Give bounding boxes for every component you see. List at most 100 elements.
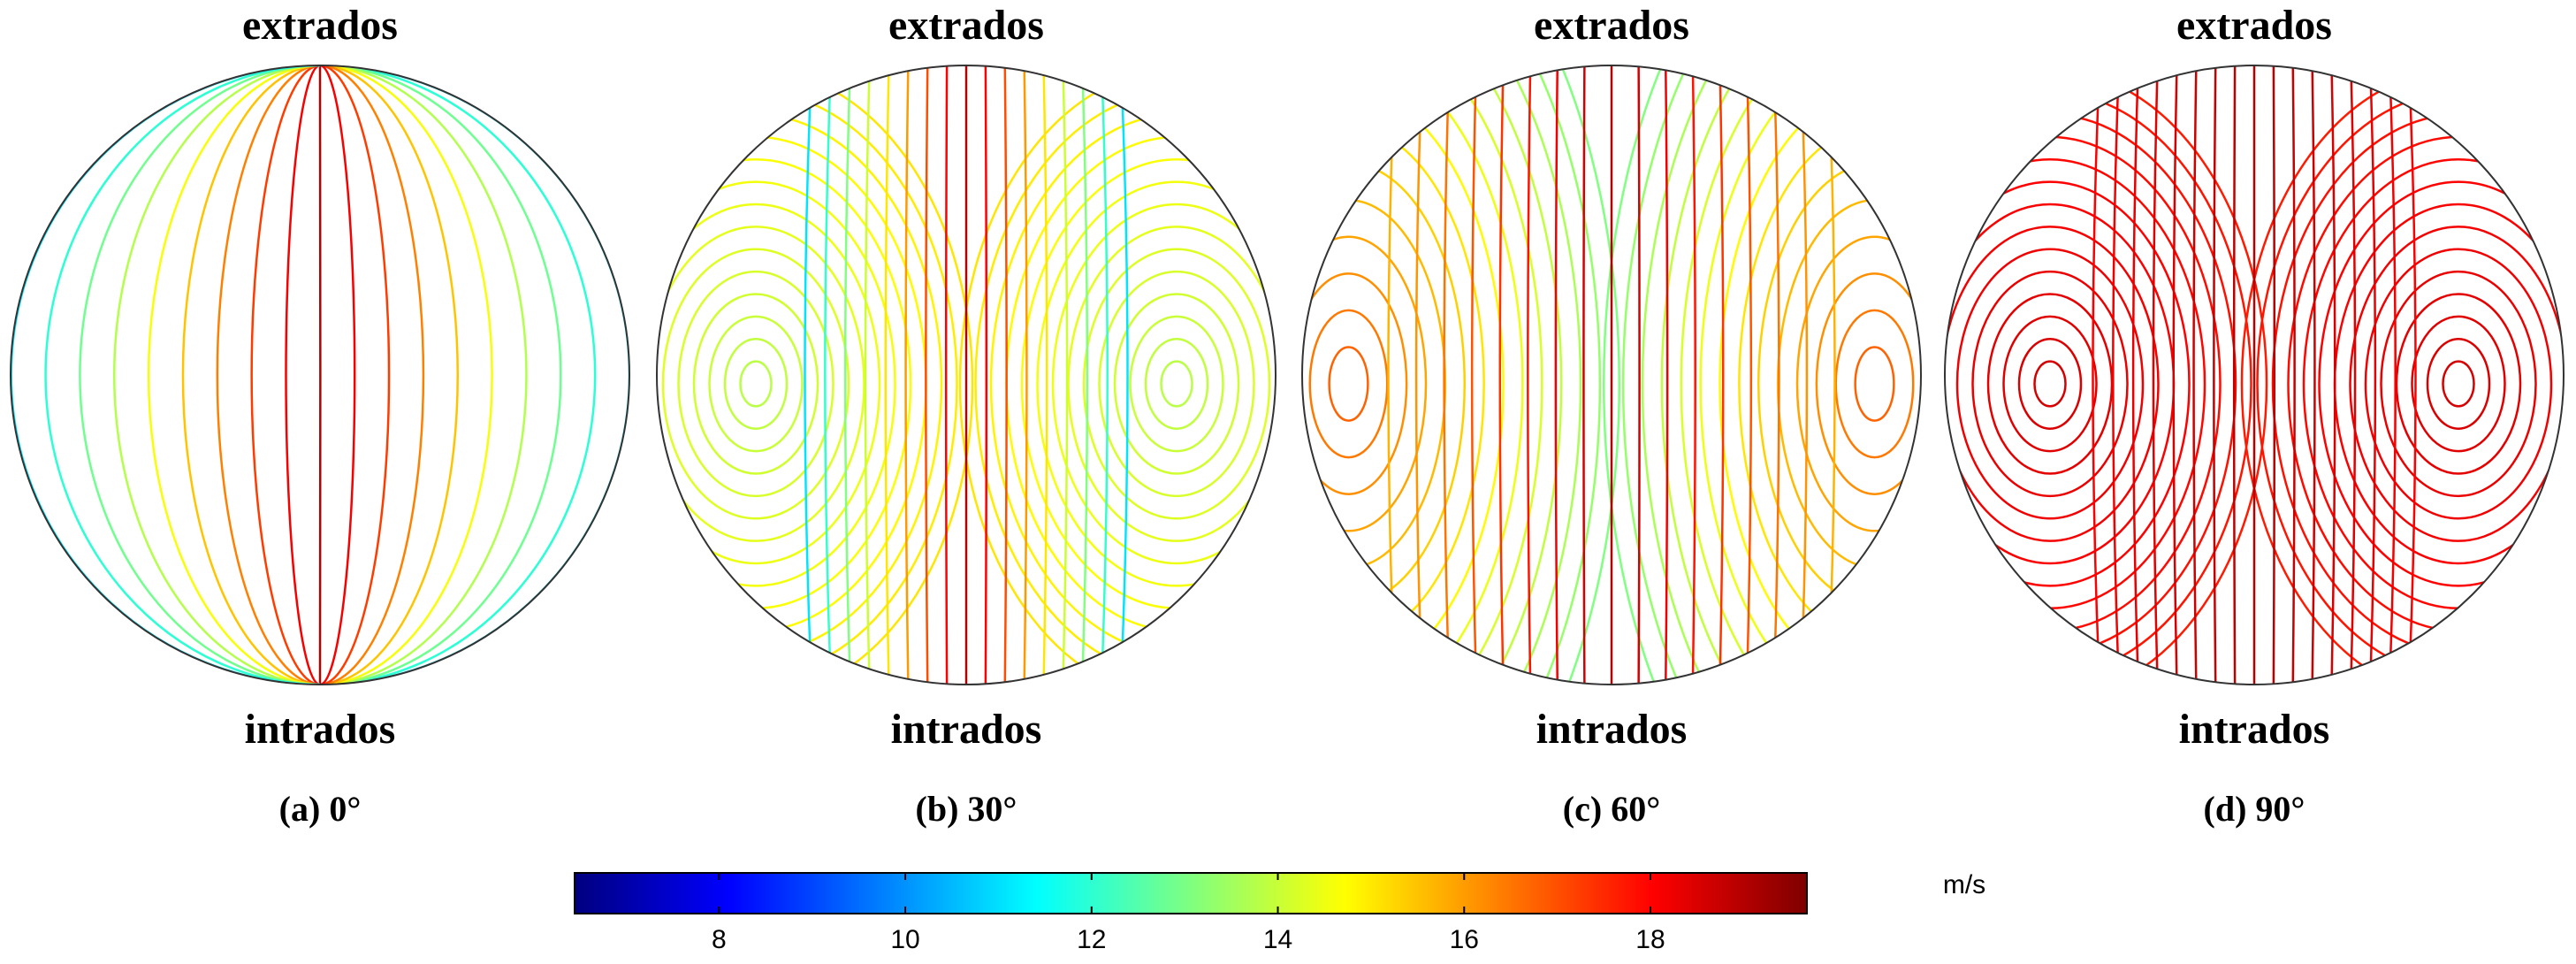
bottom-label: intrados bbox=[891, 706, 1042, 753]
streamline bbox=[1003, 65, 1008, 685]
tick-label: 8 bbox=[712, 925, 727, 954]
caption: (c) 60° bbox=[1563, 789, 1660, 829]
streamline bbox=[1067, 226, 1276, 542]
streamline bbox=[657, 226, 865, 542]
streamline bbox=[2291, 65, 2296, 685]
streamline bbox=[2192, 65, 2198, 685]
streamline bbox=[884, 65, 890, 685]
streamline bbox=[1719, 88, 1921, 679]
streamline bbox=[2172, 65, 2178, 685]
streamline bbox=[319, 65, 459, 685]
streamline bbox=[2388, 65, 2397, 685]
streamline bbox=[285, 65, 321, 685]
streamline bbox=[1554, 65, 1559, 685]
streamline bbox=[1945, 180, 2191, 587]
streamline bbox=[319, 65, 493, 685]
tick-label: 18 bbox=[1635, 925, 1665, 954]
streamline bbox=[692, 293, 819, 475]
streamline bbox=[1795, 235, 1921, 532]
streamline bbox=[1603, 65, 1921, 685]
top-label: extrados bbox=[1534, 2, 1689, 49]
streamline bbox=[2442, 360, 2475, 408]
streamline bbox=[1119, 65, 1129, 685]
streamline bbox=[1414, 65, 1423, 685]
streamline bbox=[1815, 272, 1921, 495]
streamline bbox=[1062, 65, 1069, 685]
streamline bbox=[723, 338, 789, 430]
streamline bbox=[657, 203, 881, 565]
streamline bbox=[1443, 65, 1451, 685]
streamline bbox=[1302, 65, 1582, 685]
streamline bbox=[1302, 272, 1408, 495]
streamline bbox=[79, 65, 321, 685]
streamline bbox=[1098, 270, 1255, 498]
streamline bbox=[661, 248, 850, 520]
streamline bbox=[1582, 65, 1586, 685]
streamline bbox=[2350, 65, 2357, 685]
streamline bbox=[1945, 68, 2268, 685]
streamline bbox=[677, 270, 835, 498]
streamline bbox=[1945, 90, 2252, 677]
streamline bbox=[2369, 65, 2377, 685]
streamline bbox=[2411, 315, 2506, 453]
streamline bbox=[319, 65, 356, 685]
streamline bbox=[1945, 226, 2160, 542]
streamline bbox=[1113, 293, 1240, 475]
streamline bbox=[1051, 203, 1276, 565]
streamline bbox=[319, 65, 629, 685]
tick-label: 10 bbox=[890, 925, 919, 954]
streamline bbox=[1100, 65, 1109, 685]
streamline bbox=[1036, 180, 1276, 587]
streamline bbox=[1772, 65, 1780, 685]
streamline bbox=[2407, 65, 2417, 685]
streamline bbox=[147, 65, 321, 685]
streamline bbox=[708, 315, 804, 453]
streamline bbox=[974, 90, 1276, 677]
streamline bbox=[2395, 293, 2522, 475]
caption: (a) 0° bbox=[279, 789, 362, 829]
streamline bbox=[44, 65, 321, 685]
streamline bbox=[1665, 65, 1669, 685]
streamline bbox=[11, 65, 321, 685]
streamline bbox=[1719, 65, 1725, 685]
unit-label: m/s bbox=[1943, 870, 1985, 899]
streamline bbox=[2240, 68, 2564, 685]
streamline bbox=[657, 180, 896, 587]
streamline bbox=[1660, 65, 1921, 685]
streamline bbox=[843, 65, 851, 685]
colorbar bbox=[574, 872, 1808, 914]
panel-border bbox=[656, 65, 1277, 685]
streamline bbox=[1302, 88, 1505, 679]
bottom-label: intrados bbox=[245, 706, 396, 753]
streamline bbox=[824, 65, 833, 685]
streamline bbox=[1800, 65, 1809, 685]
streamline bbox=[1302, 65, 1563, 685]
streamline bbox=[2364, 248, 2553, 520]
streamline bbox=[2318, 180, 2564, 587]
streamline bbox=[113, 65, 321, 685]
streamline bbox=[1680, 65, 1921, 685]
streamline bbox=[1854, 346, 1895, 422]
caption: (b) 30° bbox=[916, 789, 1017, 829]
streamline bbox=[1621, 65, 1921, 685]
bottom-label: intrados bbox=[2179, 706, 2330, 753]
streamline bbox=[1637, 65, 1641, 685]
streamline bbox=[1042, 65, 1048, 685]
streamline bbox=[2033, 360, 2067, 408]
caption: (d) 90° bbox=[2204, 789, 2305, 829]
streamline bbox=[2232, 65, 2237, 685]
streamline bbox=[944, 65, 949, 685]
panel-border bbox=[1301, 65, 1922, 685]
streamline bbox=[1302, 65, 1602, 685]
streamline bbox=[2092, 65, 2101, 685]
top-label: extrados bbox=[242, 2, 398, 49]
streamline bbox=[2287, 135, 2564, 632]
streamline bbox=[925, 65, 929, 685]
streamline bbox=[1498, 65, 1505, 685]
streamline bbox=[1834, 309, 1915, 459]
streamline bbox=[1641, 65, 1921, 685]
streamline bbox=[1328, 346, 1369, 422]
streamline bbox=[2152, 65, 2159, 685]
streamline bbox=[1081, 65, 1089, 685]
